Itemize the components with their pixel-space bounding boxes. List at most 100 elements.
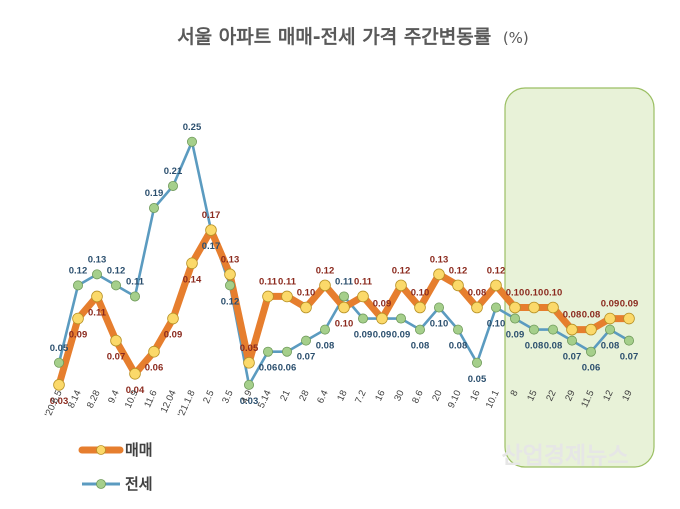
point-sale-8 xyxy=(205,224,217,236)
point-sale-14 xyxy=(319,279,331,292)
highlight-region xyxy=(504,87,655,468)
point-jeonse-5 xyxy=(148,203,159,214)
point-jeonse-18 xyxy=(395,313,406,324)
label-sale-1: 0.09 xyxy=(69,330,88,341)
label-jeonse-29: 0.08 xyxy=(601,341,620,352)
point-jeonse-10 xyxy=(243,379,254,390)
legend-item-jeonse: 전세 xyxy=(82,475,153,493)
label-sale-6: 0.09 xyxy=(164,330,183,341)
label-jeonse-8: 0.17 xyxy=(202,241,221,252)
point-jeonse-12 xyxy=(281,346,292,357)
point-jeonse-15 xyxy=(338,291,349,302)
x-tick-23: 10.1 xyxy=(484,389,502,410)
x-tick-18: 30 xyxy=(392,389,406,403)
label-sale-3: 0.07 xyxy=(107,352,126,363)
label-jeonse-14: 0.08 xyxy=(316,341,335,352)
label-jeonse-12: 0.06 xyxy=(278,363,297,374)
label-jeonse-28: 0.06 xyxy=(582,363,601,374)
label-jeonse-21: 0.08 xyxy=(449,341,468,352)
label-sale-24: 0.10 xyxy=(506,288,525,299)
legend-label-sale: 매매 xyxy=(125,441,153,459)
label-sale-28: 0.08 xyxy=(582,310,601,321)
label-jeonse-4: 0.11 xyxy=(126,276,145,287)
label-jeonse-27: 0.07 xyxy=(563,352,582,363)
legend-item-sale: 매매 xyxy=(78,441,153,459)
point-jeonse-22 xyxy=(471,357,482,368)
label-jeonse-9: 0.12 xyxy=(221,296,240,307)
point-jeonse-21 xyxy=(452,324,463,335)
x-tick-25: 15 xyxy=(525,389,539,403)
label-sale-27: 0.08 xyxy=(563,310,582,321)
label-jeonse-16: 0.09 xyxy=(354,330,373,341)
x-tick-6: 12.04 xyxy=(159,389,179,415)
watermark: 산업경제뉴스 xyxy=(502,443,629,469)
point-sale-17 xyxy=(376,312,388,325)
label-jeonse-19: 0.08 xyxy=(411,341,430,352)
label-jeonse-24: 0.09 xyxy=(506,330,525,341)
label-sale-13: 0.10 xyxy=(297,288,316,299)
label-jeonse-25: 0.08 xyxy=(525,341,544,352)
label-jeonse-22: 0.05 xyxy=(468,374,487,385)
label-jeonse-3: 0.12 xyxy=(107,265,126,276)
label-jeonse-1: 0.12 xyxy=(69,265,88,276)
point-sale-3 xyxy=(110,334,122,347)
point-sale-15 xyxy=(338,301,350,314)
point-sale-18 xyxy=(395,279,407,292)
label-sale-12: 0.11 xyxy=(278,276,297,287)
label-sale-15: 0.10 xyxy=(335,319,354,330)
point-jeonse-0 xyxy=(54,357,65,368)
point-jeonse-24 xyxy=(509,313,520,324)
chart-title-unit: (%) xyxy=(503,29,529,47)
x-tick-20: 20 xyxy=(430,389,444,403)
label-sale-2: 0.11 xyxy=(88,307,107,318)
label-sale-25: 0.10 xyxy=(525,288,544,299)
point-jeonse-29 xyxy=(605,324,616,335)
label-sale-26: 0.10 xyxy=(544,288,563,299)
point-jeonse-23 xyxy=(490,302,501,313)
point-jeonse-28 xyxy=(586,346,597,357)
label-jeonse-7: 0.25 xyxy=(183,122,202,133)
point-jeonse-19 xyxy=(414,324,425,335)
label-jeonse-5: 0.19 xyxy=(145,188,164,199)
x-tick-26: 22 xyxy=(544,389,558,403)
x-tick-17: 16 xyxy=(373,389,387,403)
label-sale-16: 0.11 xyxy=(354,276,373,287)
point-sale-1 xyxy=(72,312,84,325)
legend-marker-jeonse xyxy=(96,479,106,489)
point-sale-0 xyxy=(53,379,65,391)
series-markers xyxy=(53,136,635,391)
label-sale-20: 0.13 xyxy=(430,254,449,265)
label-sale-14: 0.12 xyxy=(316,265,335,276)
label-jeonse-18: 0.09 xyxy=(392,330,411,341)
data-labels: 0.030.050.090.120.110.130.070.120.040.11… xyxy=(50,122,639,407)
point-jeonse-1 xyxy=(73,280,84,291)
point-sale-25 xyxy=(528,301,540,314)
point-sale-28 xyxy=(585,323,597,336)
legend-label-jeonse: 전세 xyxy=(125,475,153,493)
x-tick-5: 11.6 xyxy=(142,389,159,410)
label-jeonse-0: 0.05 xyxy=(50,343,69,354)
label-sale-10: 0.05 xyxy=(240,343,259,354)
point-sale-7 xyxy=(186,257,198,270)
x-tick-11: 5.14 xyxy=(256,389,274,410)
point-sale-24 xyxy=(509,301,521,314)
point-jeonse-20 xyxy=(433,302,444,313)
chart-title: 서울 아파트 매매-전세 가격 주간변동률 (%) xyxy=(177,26,529,48)
x-tick-2: 8.28 xyxy=(85,389,103,410)
label-sale-23: 0.12 xyxy=(487,265,506,276)
point-sale-10 xyxy=(243,356,255,369)
label-sale-8: 0.17 xyxy=(202,210,221,221)
label-sale-29: 0.09 xyxy=(601,299,620,310)
label-sale-0: 0.03 xyxy=(50,396,69,407)
label-sale-9: 0.13 xyxy=(221,254,240,265)
label-jeonse-17: 0.09 xyxy=(373,330,392,341)
label-jeonse-30: 0.07 xyxy=(620,352,639,363)
label-sale-21: 0.12 xyxy=(449,265,468,276)
point-jeonse-30 xyxy=(624,335,635,346)
x-tick-16: 7.2 xyxy=(353,389,369,406)
label-sale-30: 0.09 xyxy=(620,299,639,310)
point-jeonse-27 xyxy=(567,335,578,346)
x-tick-24: 8 xyxy=(509,389,521,398)
point-sale-23 xyxy=(490,279,502,292)
point-jeonse-25 xyxy=(529,324,540,335)
